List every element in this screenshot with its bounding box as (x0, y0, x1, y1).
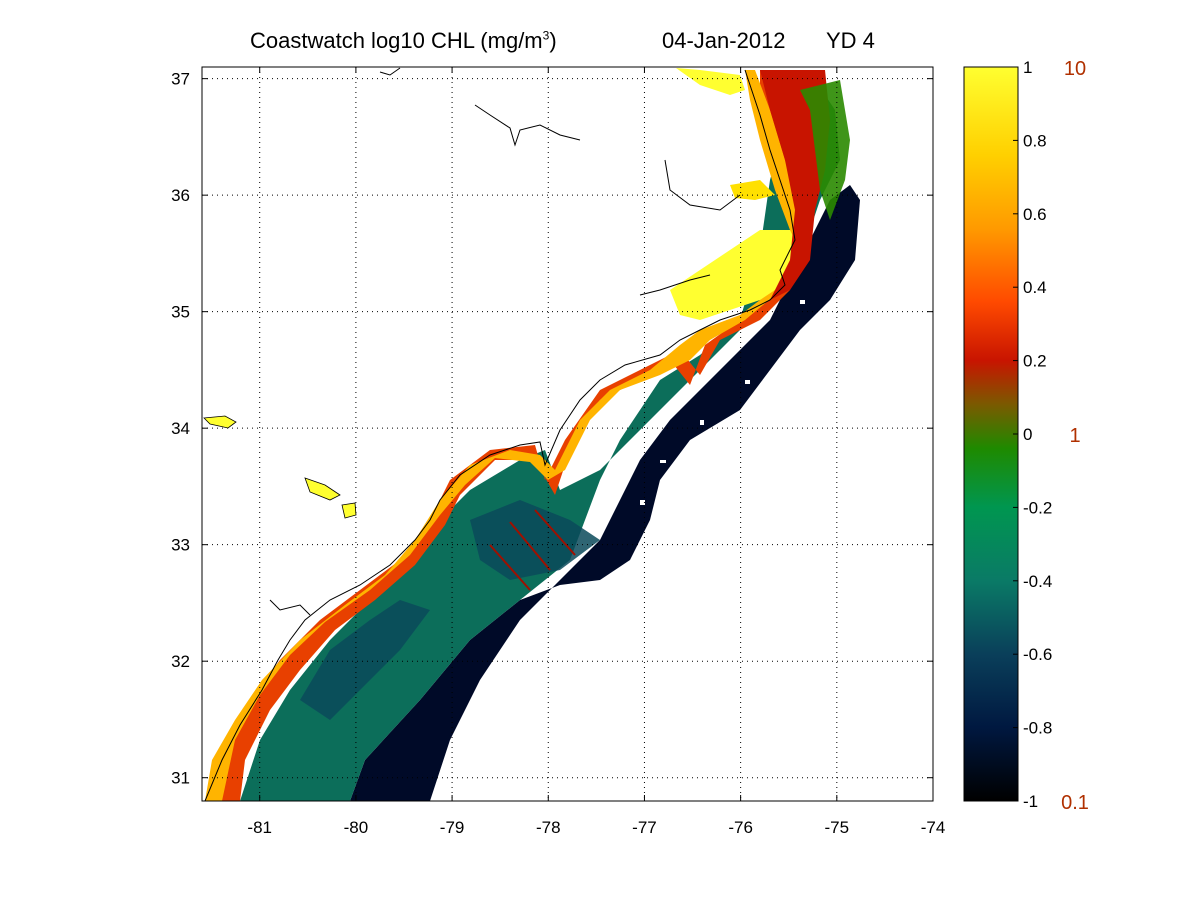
inland-lake (304, 477, 341, 501)
title-year-day: YD 4 (826, 28, 875, 53)
artifact-line (534, 509, 576, 556)
colorbar-tick-label: 0.4 (1023, 278, 1047, 297)
colorbar-tick-label: -0.2 (1023, 498, 1052, 517)
colorbar-tick-label: -1 (1023, 792, 1038, 811)
inland-lake (203, 415, 237, 429)
lat-tick-label: 36 (171, 186, 190, 205)
colorbar-tick-label: -0.6 (1023, 645, 1052, 664)
lat-tick-label: 35 (171, 303, 190, 322)
coastline-path (204, 69, 796, 801)
colorbar-linear-label: 1 (1069, 425, 1080, 447)
lat-tick-label: 32 (171, 652, 190, 671)
latitude-axis: 37 36 35 34 33 32 31 (171, 70, 933, 788)
lon-tick-label: -81 (247, 818, 272, 837)
colorbar-tick-label: 0.6 (1023, 205, 1047, 224)
pamlico-sound (670, 230, 800, 320)
colorbar-tick-label: 0.2 (1023, 352, 1047, 371)
albemarle-sound (730, 180, 775, 200)
colorbar-linear-label: 0.1 (1061, 792, 1089, 814)
colorbar-ticks: 1 0.8 0.6 0.4 0.2 0 -0.2 -0.4 -0.6 -0.8 -1 (1013, 58, 1052, 811)
lat-tick-label: 37 (171, 70, 190, 89)
title-date: 04-Jan-2012 (662, 28, 786, 53)
lat-tick-label: 34 (171, 419, 190, 438)
colorbar-linear-label: 10 (1064, 58, 1086, 80)
estuary-outline (474, 104, 581, 147)
cloud-speckle (480, 300, 805, 744)
sound-patch (676, 68, 745, 95)
colorbar-tick-label: 1 (1023, 58, 1032, 77)
lon-tick-label: -75 (825, 818, 850, 837)
lat-tick-label: 31 (171, 769, 190, 788)
map-frame (201, 66, 934, 802)
lon-tick-label: -74 (921, 818, 946, 837)
chl-field (203, 68, 860, 801)
map-grid (202, 67, 934, 801)
colorbar-tick-label: -0.4 (1023, 572, 1052, 591)
estuary-outline (269, 599, 311, 616)
artifact-line (509, 521, 551, 571)
coastline (204, 67, 796, 801)
estuary-outline (379, 67, 401, 76)
lon-tick-label: -76 (728, 818, 753, 837)
outer-banks-green (800, 80, 850, 220)
lon-tick-label: -79 (440, 818, 465, 837)
lat-tick-label: 33 (171, 536, 190, 555)
colorbar-linear-labels: 10 1 0.1 (1061, 58, 1089, 814)
colorbar-tick-label: 0.8 (1023, 131, 1047, 150)
lon-tick-label: -77 (632, 818, 657, 837)
artifact-line (489, 544, 531, 591)
colorbar-tick-label: 0 (1023, 425, 1032, 444)
colorbar (964, 67, 1018, 801)
lon-tick-label: -78 (536, 818, 561, 837)
mid-shelf-dark-patch (300, 600, 430, 720)
title-main: Coastwatch log10 CHL (mg/m3) (250, 28, 557, 53)
colorbar-tick-label: -0.8 (1023, 719, 1052, 738)
lon-tick-label: -80 (344, 818, 369, 837)
inland-lake (341, 502, 357, 519)
estuary-outline (664, 159, 741, 211)
offshore-low-chl (350, 185, 860, 801)
estuary-outline (639, 274, 711, 296)
longitude-axis: -81 -80 -79 -78 -77 -76 -75 -74 (247, 67, 945, 837)
